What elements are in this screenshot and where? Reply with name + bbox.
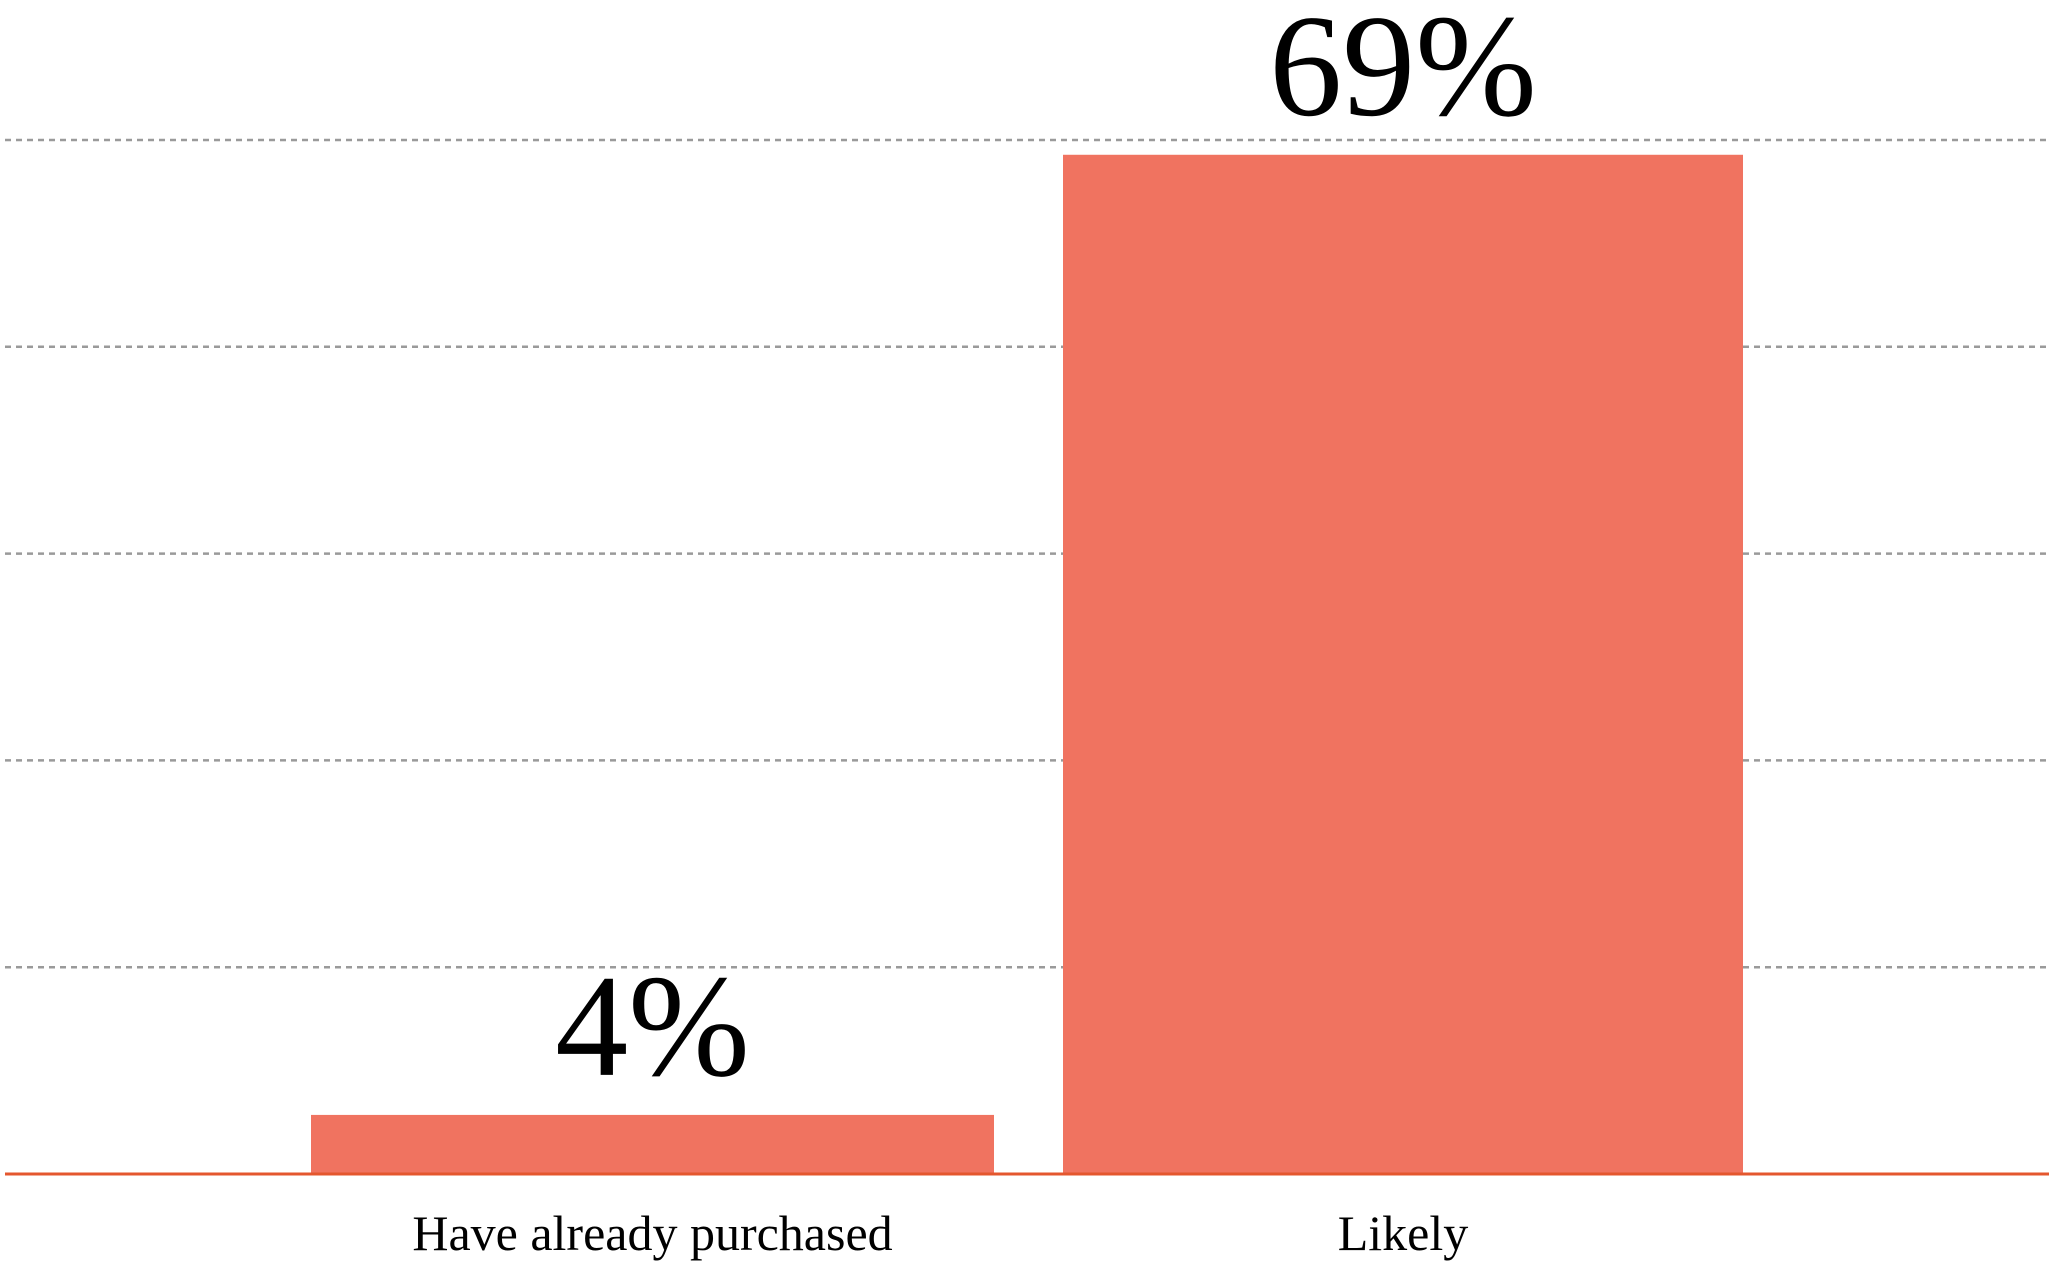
x-tick-label: Have already purchased bbox=[412, 1205, 892, 1261]
data-label: 4% bbox=[555, 945, 750, 1107]
bars bbox=[311, 154, 1743, 1174]
data-label: 69% bbox=[1269, 0, 1537, 147]
bar bbox=[1063, 154, 1743, 1174]
x-tick-label: Likely bbox=[1338, 1205, 1469, 1261]
category-labels: Have already purchased Likely bbox=[412, 1205, 1468, 1261]
bar bbox=[311, 1114, 994, 1174]
value-labels: 4% 69% bbox=[555, 0, 1537, 1107]
